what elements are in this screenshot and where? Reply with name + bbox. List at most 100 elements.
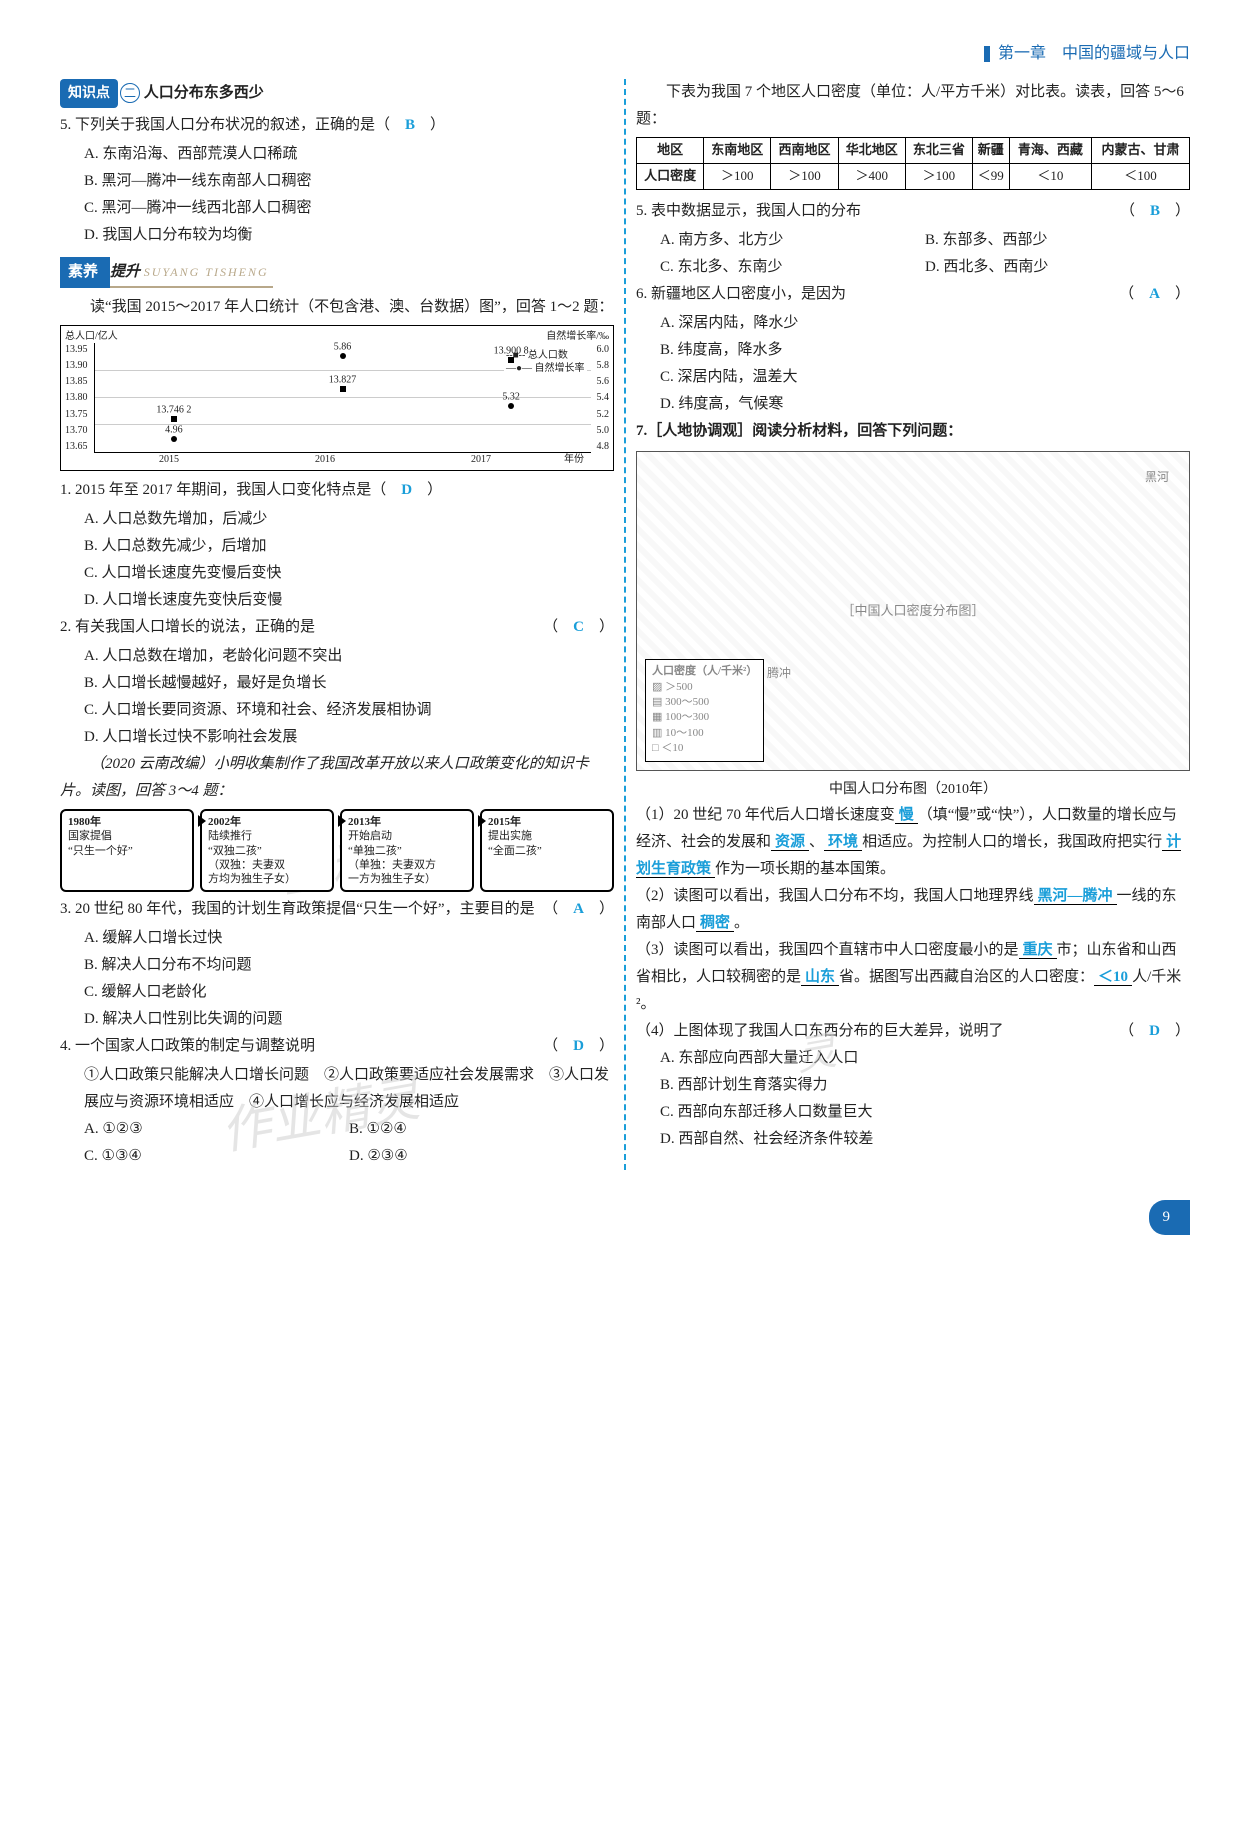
q6-C: C. 深居内陆，温差大 xyxy=(636,364,1190,391)
arrow-icon xyxy=(338,815,346,827)
q7-A: A. 东部应向西部大量迁入人口 xyxy=(636,1045,1190,1072)
q1-C: C. 人口增长速度先变慢后变快 xyxy=(60,560,614,587)
q5L-B: B. 黑河—腾冲一线东南部人口稠密 xyxy=(60,168,614,195)
pop-pt-2015 xyxy=(171,416,177,422)
timeline-intro: （2020 云南改编）小明收集制作了我国改革开放以来人口政策变化的知识卡片。读图… xyxy=(60,751,614,805)
q5L-D: D. 我国人口分布较为均衡 xyxy=(60,222,614,249)
banner-main: 素养 xyxy=(60,257,110,288)
tl-card-3: 2013年 开始启动“单独二孩” （单独：夫妻双方一方为独生子女） xyxy=(340,809,474,892)
q4-stem: 4. 一个国家人口政策的制定与调整说明（ D ） xyxy=(60,1033,614,1060)
map-label-tengchong: 腾冲 xyxy=(767,663,791,685)
q6-B: B. 纬度高，降水多 xyxy=(636,337,1190,364)
q4-opts-2: C. ①③④D. ②③④ xyxy=(60,1143,614,1170)
table-header-row: 地区东南地区西南地区华北地区东北三省新疆青海、西藏内蒙古、甘肃 xyxy=(637,137,1190,163)
pop-pt-2016 xyxy=(340,386,346,392)
q1-stem: 1. 2015 年至 2017 年期间，我国人口变化特点是（ D ） xyxy=(60,477,614,504)
table-data-row: 人口密度＞100＞100＞400＞100＜99＜10＜100 xyxy=(637,163,1190,189)
q5R-opts-1: A. 南方多、北方少B. 东部多、西部少 xyxy=(636,227,1190,254)
q6-ans: A xyxy=(1149,286,1160,302)
q7-p4: （4）上图体现了我国人口东西分布的巨大差异，说明了（ D ） xyxy=(636,1018,1190,1045)
map-placeholder: ［中国人口密度分布图］ xyxy=(841,599,984,622)
header-bar xyxy=(984,46,990,62)
fill-3: 环境 xyxy=(824,834,862,851)
rate-pt-2016 xyxy=(340,353,346,359)
column-separator xyxy=(624,79,626,1171)
q7-B: B. 西部计划生育落实得力 xyxy=(636,1072,1190,1099)
chart-intro: 读“我国 2015～2017 年人口统计（不包含港、澳、台数据）图”，回答 1～… xyxy=(60,294,614,321)
tl-card-4: 2015年 提出实施“全面二孩” xyxy=(480,809,614,892)
q3-ans: A xyxy=(573,901,584,917)
table-intro: 下表为我国 7 个地区人口密度（单位：人/平方千米）对比表。读表，回答 5～6 … xyxy=(636,79,1190,133)
rate-pt-2017 xyxy=(508,403,514,409)
q7-C: C. 西部向东部迁移人口数量巨大 xyxy=(636,1099,1190,1126)
q3-stem: 3. 20 世纪 80 年代，我国的计划生育政策提倡“只生一个好”，主要目的是（… xyxy=(60,896,614,923)
q6-A: A. 深居内陆，降水少 xyxy=(636,310,1190,337)
left-column: 知识点二 人口分布东多西少 5. 下列关于我国人口分布状况的叙述，正确的是（ B… xyxy=(60,79,614,1171)
pop-pt-2017 xyxy=(508,357,514,363)
china-population-map: ［中国人口密度分布图］ 黑河 腾冲 人口密度（人/千米²） ▨ ＞500 ▤ 3… xyxy=(636,451,1190,771)
q1-D: D. 人口增长速度先变快后变慢 xyxy=(60,587,614,614)
q5L-ans: B xyxy=(405,117,415,133)
chart-y1-label: 总人口/亿人 xyxy=(65,330,118,343)
chart-y2-label: 自然增长率/‰ xyxy=(546,330,609,343)
kp-title: 人口分布东多西少 xyxy=(144,85,264,101)
two-column-layout: 知识点二 人口分布东多西少 5. 下列关于我国人口分布状况的叙述，正确的是（ B… xyxy=(60,79,1190,1171)
fill-1: 慢 xyxy=(895,807,918,824)
arrow-icon xyxy=(478,815,486,827)
q7-ans: D xyxy=(1149,1023,1160,1039)
q6-D: D. 纬度高，气候寒 xyxy=(636,391,1190,418)
knowledge-point-heading: 知识点二 人口分布东多西少 xyxy=(60,79,614,108)
q7-p1: （1）20 世纪 70 年代后人口增长速度变慢（填“慢”或“快”），人口数量的增… xyxy=(636,802,1190,883)
chart-y1-axis: 13.9513.9013.8513.8013.7513.7013.65 xyxy=(65,343,88,453)
fill-8: 山东 xyxy=(801,969,839,986)
q7-p2: （2）读图可以看出，我国人口分布不均，我国人口地理界线黑河—腾冲一线的东南部人口… xyxy=(636,883,1190,937)
policy-timeline: 1980年 国家提倡 “只生一个好” 2002年 陆续推行“双独二孩” （双独：… xyxy=(60,809,614,892)
q5R-stem: 5. 表中数据显示，我国人口的分布（ B ） xyxy=(636,198,1190,225)
fill-2: 资源 xyxy=(771,834,809,851)
map-legend: 人口密度（人/千米²） ▨ ＞500 ▤ 300～500 ▦ 100～300 ▥… xyxy=(645,659,764,761)
q5R-ans: B xyxy=(1150,203,1160,219)
right-column: 下表为我国 7 个地区人口密度（单位：人/平方千米）对比表。读表，回答 5～6 … xyxy=(636,79,1190,1171)
q2-D: D. 人口增长过快不影响社会发展 xyxy=(60,724,614,751)
q1-A: A. 人口总数先增加，后减少 xyxy=(60,506,614,533)
fill-6: 稠密 xyxy=(696,915,734,932)
q3-C: C. 缓解人口老龄化 xyxy=(60,979,614,1006)
q3-A: A. 缓解人口增长过快 xyxy=(60,925,614,952)
banner-sub-cn: 提升 xyxy=(110,264,140,280)
page-number: 9 xyxy=(1149,1200,1191,1235)
q5R-opts-2: C. 东北多、东南少D. 西北多、西南少 xyxy=(636,254,1190,281)
kp-circle: 二 xyxy=(120,83,140,103)
tl-card-2: 2002年 陆续推行“双独二孩” （双独：夫妻双方均为独生子女） xyxy=(200,809,334,892)
arrow-icon xyxy=(198,815,206,827)
banner-sub: SUYANG TISHENG xyxy=(144,265,269,279)
q2-C: C. 人口增长要同资源、环境和社会、经济发展相协调 xyxy=(60,697,614,724)
chart-plot-area: --■-- 总人口数 —●— 自然增长率 13.746 2 13.827 13.… xyxy=(94,343,591,453)
q1-B: B. 人口总数先减少，后增加 xyxy=(60,533,614,560)
chart-y2-axis: 6.05.85.65.45.25.04.8 xyxy=(597,343,610,453)
q2-B: B. 人口增长越慢越好，最好是负增长 xyxy=(60,670,614,697)
q2-stem: 2. 有关我国人口增长的说法，正确的是（ C ） xyxy=(60,614,614,641)
q3-B: B. 解决人口分布不均问题 xyxy=(60,952,614,979)
map-caption: 中国人口分布图（2010年） xyxy=(636,777,1190,802)
kp-tag: 知识点 xyxy=(60,79,118,108)
q4-opts-1: A. ①②③B. ①②④ xyxy=(60,1116,614,1143)
q7-stem: 7.［人地协调观］阅读分析材料，回答下列问题： xyxy=(636,418,1190,445)
population-chart: 总人口/亿人 自然增长率/‰ 13.9513.9013.8513.8013.75… xyxy=(60,325,614,471)
q7-p3: （3）读图可以看出，我国四个直辖市中人口密度最小的是重庆市；山东省和山西省相比，… xyxy=(636,937,1190,1018)
density-table: 地区东南地区西南地区华北地区东北三省新疆青海、西藏内蒙古、甘肃 人口密度＞100… xyxy=(636,137,1190,190)
q3-D: D. 解决人口性别比失调的问题 xyxy=(60,1006,614,1033)
map-label-heihe: 黑河 xyxy=(1145,467,1169,489)
q2-A: A. 人口总数在增加，老龄化问题不突出 xyxy=(60,643,614,670)
q6-stem: 6. 新疆地区人口密度小，是因为（ A ） xyxy=(636,281,1190,308)
q5L-stem: 5. 下列关于我国人口分布状况的叙述，正确的是（ B ） xyxy=(60,112,614,139)
q4-statements: ①人口政策只能解决人口增长问题 ②人口政策要适应社会发展需求 ③人口发展应与资源… xyxy=(60,1062,614,1116)
q5L-C: C. 黑河—腾冲一线西北部人口稠密 xyxy=(60,195,614,222)
fill-5: 黑河—腾冲 xyxy=(1034,888,1117,905)
rate-pt-2015 xyxy=(171,436,177,442)
section-banner: 素养提升 SUYANG TISHENG xyxy=(60,257,614,288)
chart-x-axis: 201520162017 年份 xyxy=(65,453,609,466)
fill-7: 重庆 xyxy=(1019,942,1057,959)
q2-ans: C xyxy=(573,619,584,635)
fill-9: ＜10 xyxy=(1094,969,1132,986)
page-header: 第一章 中国的疆域与人口 xyxy=(60,40,1190,69)
